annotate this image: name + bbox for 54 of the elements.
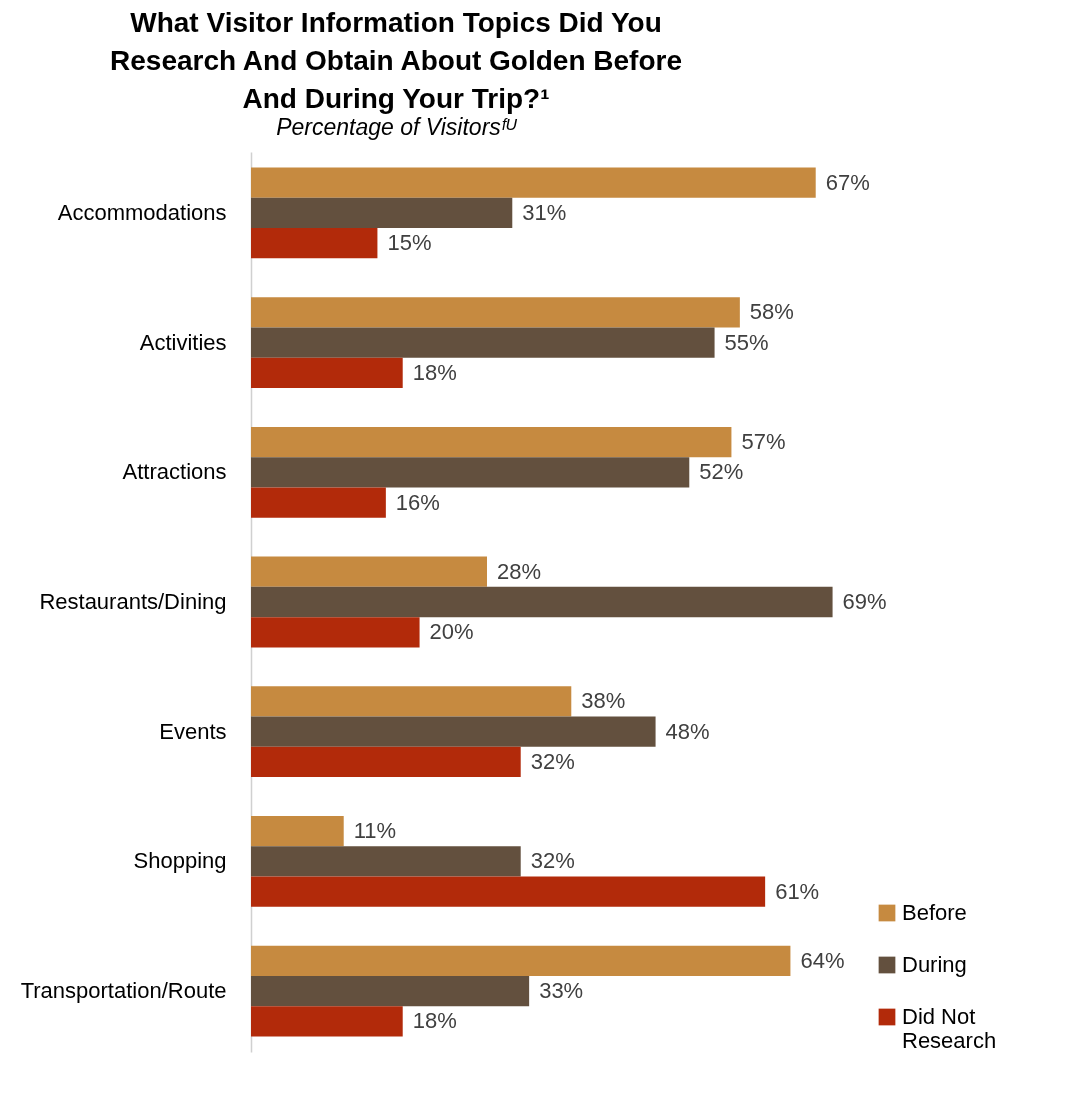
chart-subtitle: Percentage of Visitorsᶠᵁ: [276, 114, 518, 140]
data-label: 20%: [429, 619, 474, 645]
bar: [251, 815, 344, 847]
bar: [251, 975, 530, 1007]
data-label: 61%: [775, 878, 820, 904]
data-label: 55%: [724, 329, 769, 355]
y-tick-label: Restaurants/Dining: [39, 589, 227, 614]
data-label: 48%: [665, 718, 710, 744]
bar: [251, 487, 386, 518]
bar: [251, 716, 656, 747]
bar: [251, 197, 513, 229]
bar: [251, 746, 521, 778]
bar: [251, 457, 690, 488]
legend-label: Did Not Research: [902, 1004, 997, 1053]
bar: [251, 556, 487, 587]
data-label: 15%: [387, 230, 432, 256]
y-tick-label: Activities: [139, 329, 227, 355]
y-tick-label: Shopping: [133, 848, 227, 874]
bar: [251, 167, 816, 198]
data-label: 58%: [749, 299, 794, 325]
bar: [251, 876, 766, 907]
bar: [251, 357, 403, 389]
data-label: 18%: [412, 359, 457, 385]
y-tick-label: Events: [159, 718, 227, 744]
data-label: 33%: [539, 978, 584, 1004]
legend-label: Before: [902, 900, 967, 925]
data-label: 31%: [522, 199, 567, 225]
data-label: 32%: [530, 848, 575, 874]
data-label: 38%: [581, 688, 626, 714]
bar: [251, 297, 740, 328]
data-label: 28%: [497, 558, 542, 584]
chart-title: What Visitor Information Topics Did You Research And Obtain About Golden Before And During Your Trip?¹: [110, 7, 682, 114]
bar: [251, 686, 572, 717]
y-tick-label: Transportation/Route: [20, 978, 227, 1004]
data-label: 69%: [842, 589, 887, 614]
bar: [251, 945, 791, 976]
data-label: 18%: [412, 1008, 457, 1034]
bar: [251, 327, 715, 358]
bar: [251, 586, 833, 618]
bar: [251, 426, 732, 458]
bar: [251, 846, 521, 877]
bar: [251, 228, 378, 259]
data-label: 11%: [353, 818, 397, 844]
y-tick-label: Accommodations: [57, 199, 227, 225]
data-label: 32%: [530, 748, 575, 774]
data-label: 67%: [825, 169, 870, 195]
data-label: 57%: [741, 429, 786, 455]
legend-label: During: [902, 952, 967, 977]
bar: [251, 617, 420, 648]
bar: [251, 1006, 403, 1037]
y-tick-label: Attractions: [122, 459, 227, 485]
data-label: 16%: [395, 489, 440, 515]
data-label: 52%: [699, 459, 744, 485]
data-label: 64%: [800, 947, 845, 973]
